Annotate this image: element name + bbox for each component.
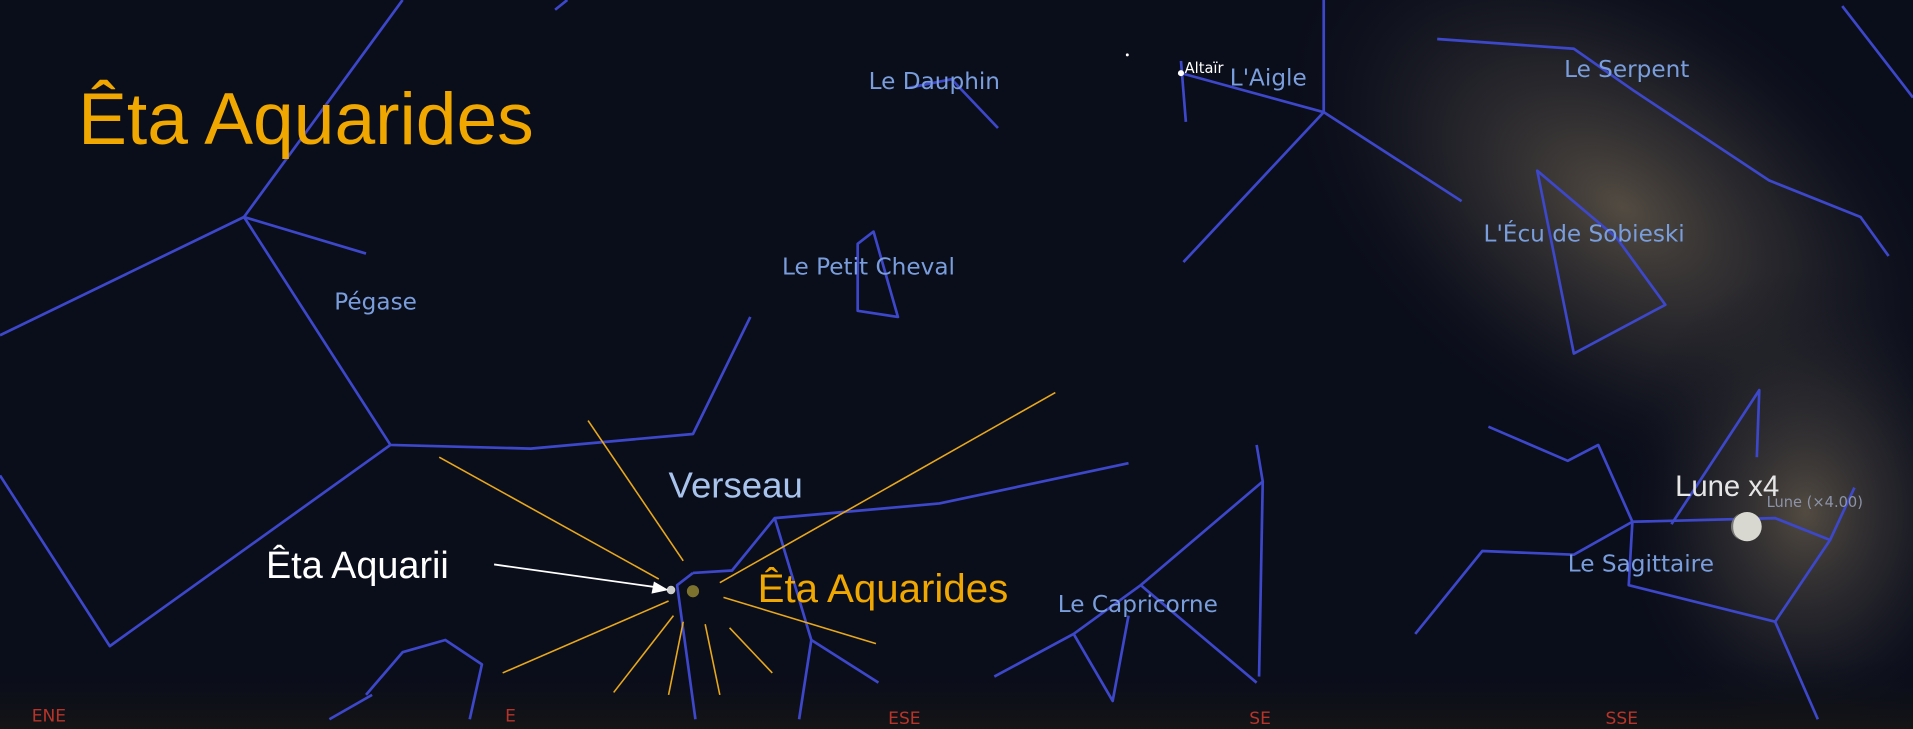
constellation-label: Le Dauphin [869,68,1000,95]
constellation-label: Le Serpent [1564,56,1689,83]
moon-annotation: Lune x4 [1675,471,1779,503]
constellation-label: L'Écu de Sobieski [1484,219,1685,247]
constellation-label: Pégase [334,289,417,316]
horizon [0,658,1913,729]
compass-label: ENE [32,707,66,727]
moon-shadow [1730,513,1740,541]
compass-label: ESE [888,709,920,729]
star-annotation: Êta Aquarii [266,545,449,587]
title: Êta Aquarides [78,78,534,160]
meteor-trails [438,391,1056,696]
constellation-label: Le Petit Cheval [782,253,955,280]
moon [1732,512,1762,542]
moon-label: Lune (×4.00) [1767,494,1863,511]
star-label: Altaïr [1185,60,1225,77]
compass-label: SSE [1606,709,1638,729]
compass-label: E [505,707,516,727]
constellation-label: Le Sagittaire [1568,551,1714,578]
arrow [493,563,659,589]
constellation-label: Verseau [669,464,803,505]
radiant [686,585,700,598]
arrow-head [651,581,669,594]
star [666,585,676,595]
radiant-annotation: Êta Aquarides [758,566,1009,611]
constellation-label: L'Aigle [1230,64,1307,91]
milky-way [1610,268,1913,729]
star [1125,53,1129,57]
star [1177,70,1185,77]
compass-label: SE [1249,709,1271,729]
constellation-label: Le Capricorne [1058,591,1218,618]
